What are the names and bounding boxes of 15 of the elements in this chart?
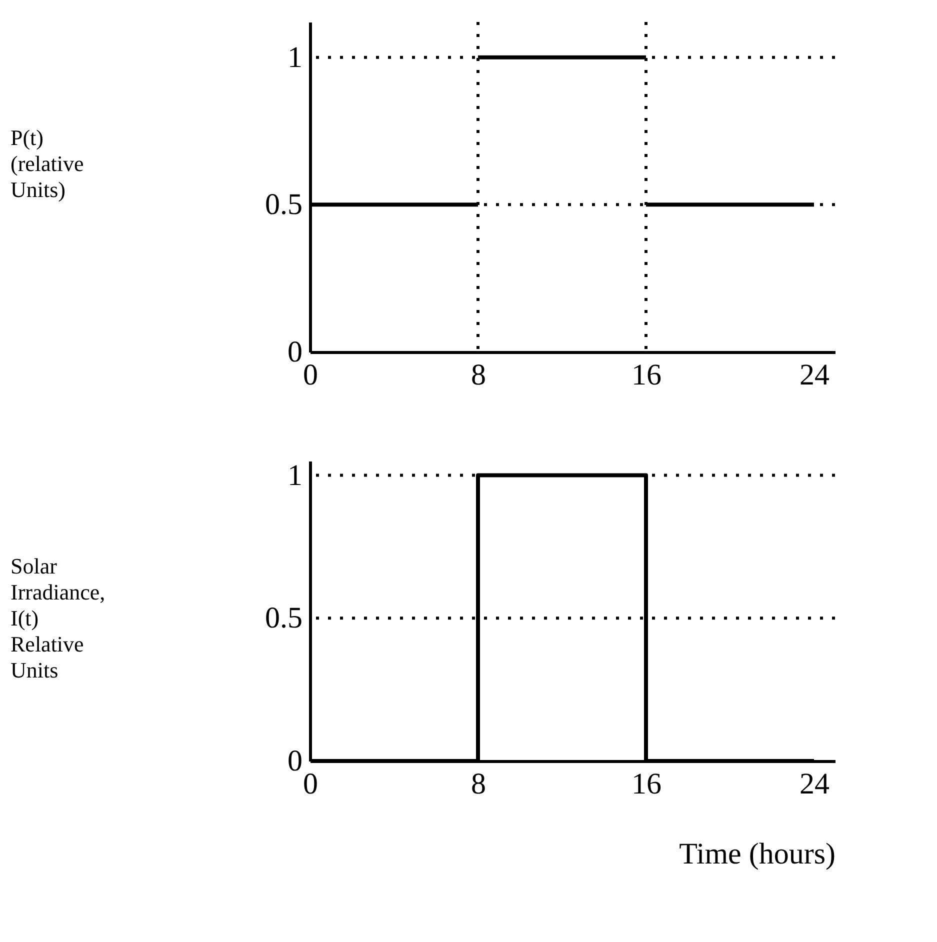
y-tick-label: 1 [288,40,302,74]
y-tick-label: 0 [288,336,302,368]
y-axis-title: P(t) (relative Units) [10,125,84,202]
x-tick-label: 8 [471,768,486,800]
y-tick-label: 0.5 [265,188,302,222]
x-axis-title: Time (hours) [679,838,836,870]
x-tick-label: 24 [800,768,830,800]
y-tick-label: 0.5 [265,602,302,635]
x-tick-label: 24 [800,358,830,392]
y-tick-label: 1 [288,458,302,492]
x-tick-label: 8 [471,358,486,392]
x-tick-label: 16 [632,768,662,800]
y-tick-label: 0 [288,744,302,778]
y-axis-title: Solar Irradiance, I(t) Relative Units [10,554,106,682]
x-tick-label: 16 [632,358,662,392]
